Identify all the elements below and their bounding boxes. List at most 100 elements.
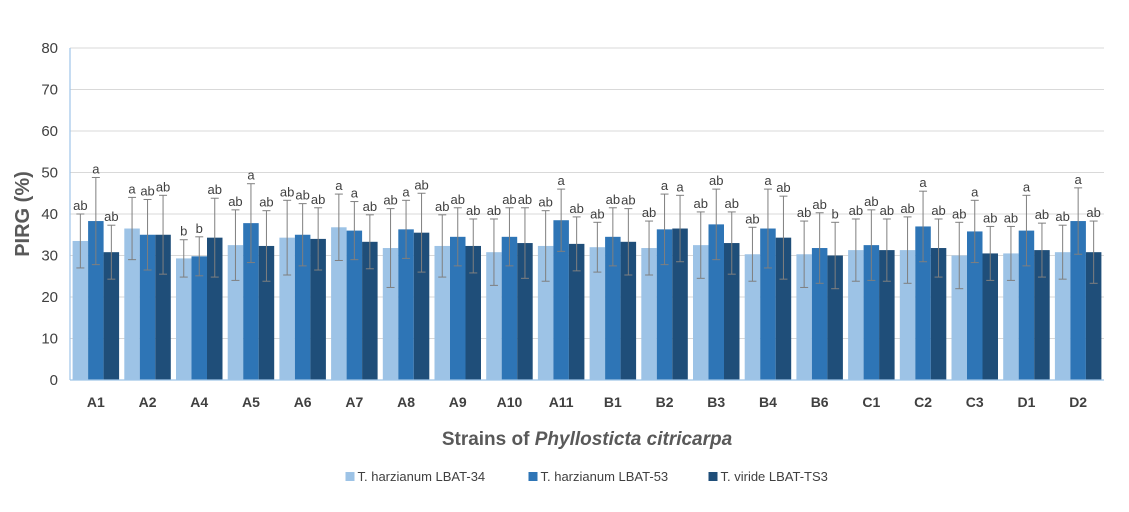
significance-label: a bbox=[351, 186, 359, 201]
bar bbox=[1085, 252, 1102, 380]
bar bbox=[744, 254, 761, 380]
error-bar bbox=[934, 218, 943, 278]
bar bbox=[501, 236, 518, 380]
x-tick-label: A11 bbox=[549, 394, 574, 410]
significance-label: ab bbox=[466, 203, 480, 218]
error-bar bbox=[541, 210, 550, 282]
significance-label: ab bbox=[725, 196, 739, 211]
error-bar bbox=[159, 194, 168, 275]
bar bbox=[382, 248, 399, 380]
bar bbox=[930, 248, 947, 380]
bar bbox=[656, 229, 673, 380]
significance-label: ab bbox=[983, 210, 997, 225]
significance-label: ab bbox=[952, 206, 966, 221]
bar bbox=[1018, 230, 1035, 380]
x-axis-title: Strains of Phyllosticta citricarpa bbox=[442, 429, 733, 450]
error-bar bbox=[608, 207, 617, 267]
x-axis-title-prefix: Strains of bbox=[442, 429, 535, 450]
error-bar bbox=[903, 216, 912, 284]
error-bar bbox=[179, 239, 188, 278]
error-bar bbox=[1037, 222, 1046, 278]
y-tick-label: 20 bbox=[41, 289, 58, 306]
significance-label: ab bbox=[864, 194, 878, 209]
error-bar bbox=[696, 211, 705, 279]
legend-label: T. viride LBAT-TS3 bbox=[721, 469, 828, 484]
error-bars bbox=[76, 176, 1098, 290]
bar bbox=[568, 243, 585, 380]
significance-label: ab bbox=[709, 173, 723, 188]
bar bbox=[1070, 221, 1086, 380]
error-bar bbox=[505, 207, 514, 267]
legend-item: T. harzianum LBAT-34 bbox=[345, 469, 485, 484]
error-bar bbox=[1006, 225, 1015, 281]
significance-label: a bbox=[1075, 172, 1083, 187]
y-tick-label: 0 bbox=[50, 372, 58, 389]
bar bbox=[207, 237, 223, 380]
error-bar bbox=[867, 209, 876, 281]
bar bbox=[967, 231, 983, 380]
error-bar bbox=[970, 199, 979, 264]
x-tick-label: D1 bbox=[1017, 394, 1035, 410]
error-bar bbox=[676, 194, 685, 263]
error-bar bbox=[748, 226, 757, 282]
significance-label: ab bbox=[1055, 209, 1069, 224]
legend-swatch bbox=[708, 472, 718, 481]
significance-label: ab bbox=[1086, 205, 1100, 220]
significance-label: ab bbox=[880, 203, 894, 218]
error-bar bbox=[402, 199, 411, 259]
error-bar bbox=[660, 193, 669, 266]
significance-label: a bbox=[92, 161, 100, 176]
bar bbox=[465, 245, 481, 380]
bar bbox=[915, 226, 931, 380]
bar bbox=[258, 245, 275, 380]
bar bbox=[434, 245, 450, 380]
significance-label: a bbox=[661, 178, 669, 193]
error-bar bbox=[314, 207, 323, 271]
significance-label: a bbox=[402, 184, 410, 199]
significance-label: ab bbox=[383, 193, 397, 208]
error-bar bbox=[1089, 220, 1098, 284]
error-bar bbox=[195, 236, 204, 277]
bar bbox=[88, 221, 104, 380]
y-axis-title: PIRG (%) bbox=[12, 171, 34, 257]
error-bar bbox=[645, 220, 654, 276]
significance-label: ab bbox=[776, 180, 790, 195]
significance-label: ab bbox=[435, 199, 449, 214]
x-tick-label: A10 bbox=[497, 394, 523, 410]
error-bar bbox=[882, 218, 891, 282]
bar bbox=[310, 238, 326, 380]
bar bbox=[155, 234, 171, 380]
error-bar bbox=[955, 221, 964, 290]
significance-label: ab bbox=[745, 211, 759, 226]
y-tick-label: 70 bbox=[41, 82, 58, 99]
significance-label: ab bbox=[295, 188, 309, 203]
error-bar bbox=[831, 221, 840, 290]
y-axis-ticks: 0 10 20 30 40 50 60 70 80 bbox=[41, 40, 58, 389]
significance-label: ab bbox=[1004, 210, 1018, 225]
bar bbox=[72, 240, 89, 380]
bar bbox=[139, 234, 156, 380]
bar bbox=[620, 241, 637, 380]
significance-label: ab bbox=[451, 192, 465, 207]
error-bar bbox=[210, 197, 219, 278]
significance-label: ab bbox=[590, 206, 604, 221]
error-bar bbox=[143, 198, 152, 271]
gridlines bbox=[70, 47, 1104, 339]
y-tick-label: 80 bbox=[41, 40, 58, 57]
legend: T. harzianum LBAT-34 T. harzianum LBAT-53… bbox=[345, 469, 828, 484]
significance-label: ab bbox=[104, 209, 118, 224]
significance-label: b bbox=[180, 224, 187, 239]
significance-label: ab bbox=[518, 192, 532, 207]
error-bar bbox=[520, 207, 529, 279]
legend-swatch bbox=[345, 472, 355, 481]
bar bbox=[191, 256, 207, 380]
bar bbox=[486, 252, 502, 380]
error-bar bbox=[779, 195, 788, 280]
x-tick-label: A9 bbox=[449, 394, 467, 410]
error-bar bbox=[350, 201, 359, 261]
bar bbox=[811, 248, 828, 380]
significance-label: ab bbox=[140, 183, 154, 198]
significance-label: a bbox=[128, 181, 136, 196]
